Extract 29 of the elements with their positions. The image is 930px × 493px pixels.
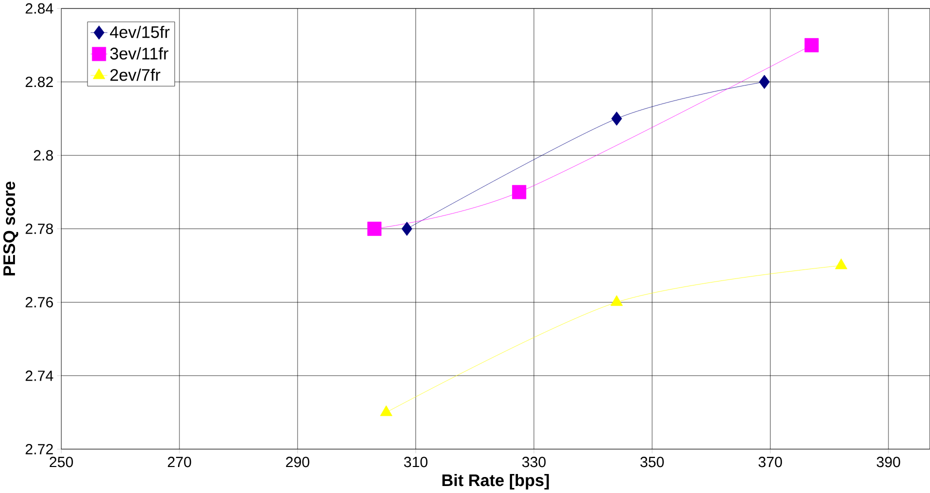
- y-tick-label: 2.82: [26, 76, 53, 88]
- point: [759, 74, 770, 90]
- x-tick-label: 330: [522, 456, 546, 468]
- legend-label: 3ev/11fr: [110, 47, 168, 60]
- x-tick-label: 390: [876, 456, 900, 468]
- y-axis-title: PESQ score: [3, 182, 18, 276]
- legend-label: 4ev/15fr: [110, 26, 170, 38]
- x-tick-label: 310: [404, 456, 428, 468]
- point: [611, 112, 622, 126]
- y-tick-label: 2.76: [26, 297, 53, 308]
- y-tick-label: 2.84: [26, 3, 54, 14]
- y-tick-label: 2.72: [26, 444, 53, 454]
- x-tick-label: 370: [758, 456, 782, 468]
- point: [512, 185, 526, 200]
- point: [835, 258, 848, 270]
- point: [804, 38, 819, 52]
- point: [367, 222, 382, 236]
- x-tick-label: 270: [168, 456, 192, 468]
- point: [610, 295, 623, 306]
- x-tick-label: 290: [286, 456, 310, 468]
- point: [380, 405, 392, 416]
- y-tick-label: 2.78: [26, 224, 53, 234]
- x-tick-label: 350: [640, 456, 664, 468]
- x-tick-label: 250: [50, 456, 73, 468]
- y-tick-label: 2.74: [26, 370, 54, 381]
- point: [402, 222, 412, 236]
- x-axis-title: Bit Rate [bps]: [442, 474, 549, 490]
- y-tick-label: 2.8: [34, 150, 53, 161]
- legend-label: 2ev/7fr: [110, 68, 160, 82]
